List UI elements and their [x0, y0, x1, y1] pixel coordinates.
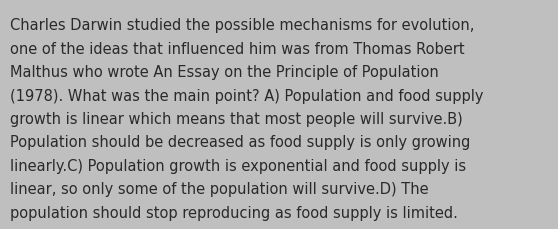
Text: Malthus who wrote An Essay on the Principle of Population: Malthus who wrote An Essay on the Princi… — [10, 65, 439, 80]
Text: (1978). What was the main point? A) Population and food supply: (1978). What was the main point? A) Popu… — [10, 88, 483, 103]
Text: one of the ideas that influenced him was from Thomas Robert: one of the ideas that influenced him was… — [10, 41, 465, 56]
Text: population should stop reproducing as food supply is limited.: population should stop reproducing as fo… — [10, 205, 458, 220]
Text: linear, so only some of the population will survive.D) The: linear, so only some of the population w… — [10, 182, 429, 197]
Text: Population should be decreased as food supply is only growing: Population should be decreased as food s… — [10, 135, 470, 150]
Text: Charles Darwin studied the possible mechanisms for evolution,: Charles Darwin studied the possible mech… — [10, 18, 474, 33]
Text: growth is linear which means that most people will survive.B): growth is linear which means that most p… — [10, 112, 463, 126]
Text: linearly.C) Population growth is exponential and food supply is: linearly.C) Population growth is exponen… — [10, 158, 466, 173]
